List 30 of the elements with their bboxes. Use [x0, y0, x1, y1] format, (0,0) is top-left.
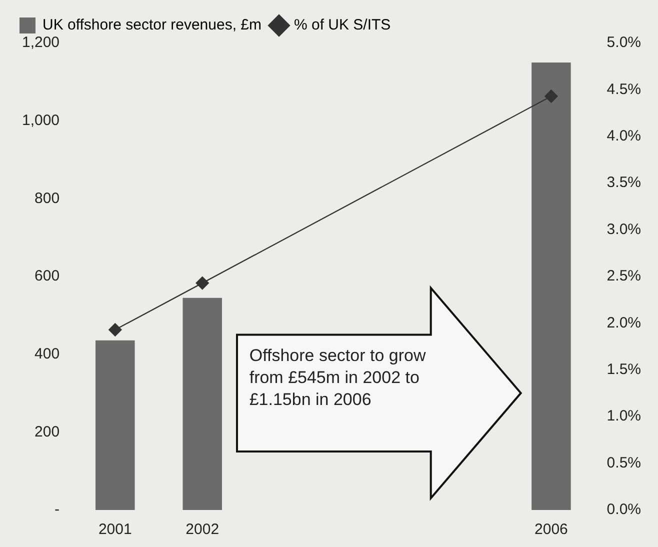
legend-label: % of UK S/ITS: [294, 16, 391, 34]
legend-label: UK offshore sector revenues, £m: [42, 16, 262, 34]
y-tick-label: 1,000: [22, 112, 60, 129]
bar: [532, 62, 571, 510]
y2-tick-label: 4.5%: [606, 80, 642, 98]
y2-tick-label: 2.0%: [606, 314, 642, 332]
y2-tick-label: 2.5%: [606, 268, 642, 285]
point: [544, 90, 558, 103]
y-tick-label: 400: [34, 345, 60, 362]
x-tick-label: 2006: [534, 521, 568, 538]
bar: [182, 298, 222, 510]
x-tick-label: 2001: [98, 521, 132, 538]
annotation: Offshore sector to grow from £545m in 2002 to £1.15bn in 2006: [249, 344, 427, 411]
y2-tick-label: 0.0%: [606, 501, 642, 518]
y2-tick-label: 1.0%: [606, 408, 642, 425]
y-tick-label: 1,200: [22, 34, 60, 52]
y2-tick-label: 3.0%: [606, 220, 642, 238]
point: [196, 276, 209, 290]
y-tick-label: -: [54, 501, 60, 518]
y-tick-label: 200: [34, 423, 60, 440]
y2-tick-label: 4.0%: [606, 128, 642, 145]
y2-tick-label: 5.0%: [606, 34, 642, 52]
y-tick-label: 800: [34, 190, 60, 207]
y-tick-label: 600: [34, 268, 60, 285]
y2-tick-label: 3.5%: [606, 174, 642, 192]
bar: [96, 340, 135, 510]
point: [108, 323, 122, 336]
x-tick-label: 2002: [186, 521, 220, 538]
y2-tick-label: 0.5%: [606, 454, 642, 472]
y2-tick-label: 1.5%: [606, 361, 642, 378]
